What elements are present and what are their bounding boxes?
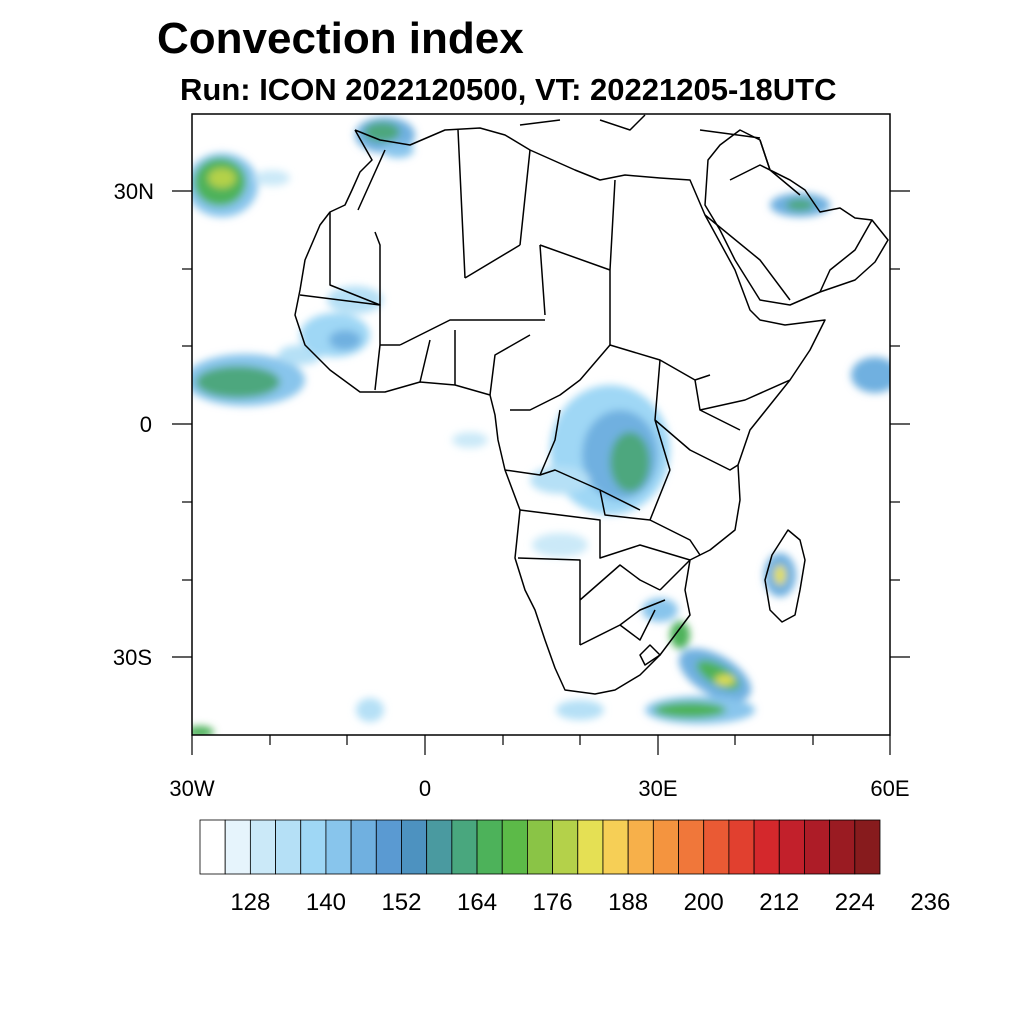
colorbar-label: 140 [305,889,346,916]
map-subtitle: Run: ICON 2022120500, VT: 20221205-18UTC [180,72,837,107]
colorbar-box [300,819,327,875]
colorbar-box [350,819,377,875]
coastlines-and-borders [294,114,889,695]
colorbar-box [224,819,251,875]
colorbar-label: 200 [683,889,724,916]
colorbar-label: 236 [910,889,951,916]
colorbar-label: 176 [532,889,573,916]
colorbar-box [703,819,730,875]
conv-arabian-sea [851,357,890,393]
borders-east-africa [510,344,791,471]
colorbar-box [678,819,705,875]
lon-label-30e: 30E [638,776,678,801]
lon-label-60e: 60E [870,776,910,801]
colorbar-box [527,819,553,875]
lon-label-30w: 30W [169,776,215,801]
colorbar-box [375,819,402,875]
colorbar-box [199,819,226,875]
colorbar-box [275,819,302,875]
borders-north-africa [329,129,616,345]
colorbar-box [829,819,856,875]
map-title: Convection index [157,14,524,63]
lon-label-0: 0 [418,776,432,801]
colorbar-box [854,819,881,875]
colorbar-label: 224 [834,889,875,916]
colorbar-box [401,819,428,875]
colorbar-box [652,819,679,875]
colorbar-box [325,819,352,875]
colorbar-box [577,819,604,875]
lat-label-0: 0 [139,412,152,437]
colorbar-box [804,819,831,875]
colorbar-box [602,819,629,875]
colorbar-box [728,819,755,875]
colorbar-box [501,819,528,875]
colorbar-label: 188 [608,889,649,916]
colorbar-label: 152 [381,889,422,916]
conv-se-africa [642,598,678,622]
borders-west-africa [299,294,545,396]
colorbar-label: 164 [457,889,498,916]
convection-field [192,117,890,735]
lat-label-30n: 30N [113,179,154,204]
colorbar-box [778,819,805,875]
colorbar-box [476,819,503,875]
colorbar-label: 212 [759,889,800,916]
colorbar [199,819,881,875]
borders-central-africa [504,409,701,561]
colorbar-box [249,819,276,875]
lat-label-30s: 30S [112,645,152,670]
borders-arabia [704,139,873,301]
madagascar-coastline [764,529,806,623]
axis-ticks [172,190,910,755]
colorbar-box [451,819,478,875]
colorbar-label: 128 [230,889,271,916]
colorbar-box [753,819,780,875]
colorbar-box [552,819,579,875]
mediterranean-coast [519,114,761,139]
borders-southern-africa [517,557,691,666]
colorbar-box [627,819,654,875]
arabia-coastline [704,129,889,306]
colorbar-box [426,819,453,875]
